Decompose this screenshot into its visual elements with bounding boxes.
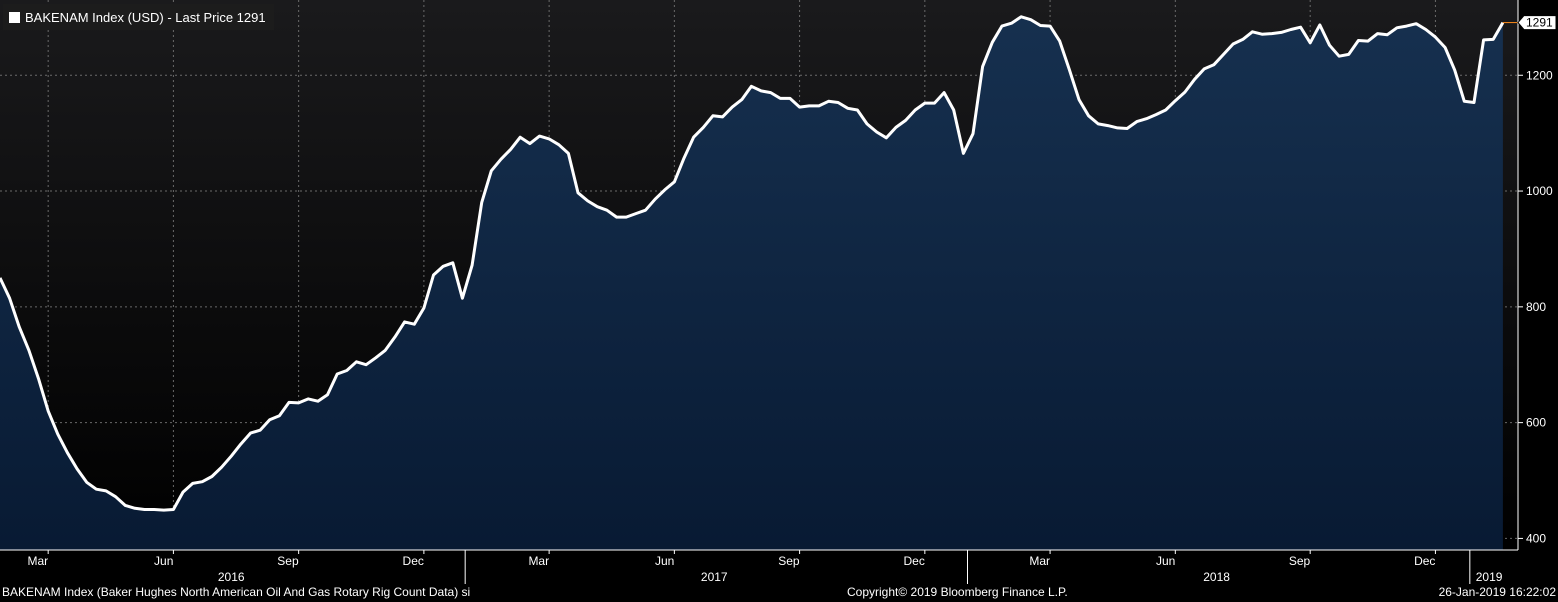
axes: 400 600 800 1000 1200 Mar Jun Sep Dec Mar Jun Sep De… bbox=[0, 0, 1553, 584]
y-tick-label: 400 bbox=[1526, 531, 1546, 545]
x-tick-label: Sep bbox=[277, 554, 299, 568]
x-tick-label: Jun bbox=[154, 554, 173, 568]
legend-label: BAKENAM Index (USD) - Last Price 1291 bbox=[25, 9, 266, 25]
x-tick-label: Sep bbox=[778, 554, 800, 568]
footer-copyright: Copyright© 2019 Bloomberg Finance L.P. bbox=[847, 585, 1068, 599]
year-label: 2017 bbox=[701, 570, 728, 584]
series-area bbox=[0, 16, 1503, 551]
last-price-label: 1291 bbox=[1526, 16, 1553, 30]
year-label: 2019 bbox=[1476, 570, 1503, 584]
y-tick-label: 800 bbox=[1526, 300, 1546, 314]
x-tick-label: Mar bbox=[528, 554, 549, 568]
last-price-marker: 1291 bbox=[1502, 15, 1557, 31]
year-label: 2016 bbox=[218, 570, 245, 584]
y-tick-label: 1000 bbox=[1526, 184, 1553, 198]
legend-swatch bbox=[9, 11, 20, 23]
last-price-box bbox=[1517, 15, 1557, 31]
x-tick-label: Mar bbox=[1029, 554, 1050, 568]
x-tick-label: Jun bbox=[655, 554, 674, 568]
x-tick-label: Dec bbox=[1414, 554, 1435, 568]
legend: BAKENAM Index (USD) - Last Price 1291 bbox=[3, 4, 274, 30]
footer-description: BAKENAM Index (Baker Hughes North Americ… bbox=[2, 585, 471, 599]
x-tick-label: Jun bbox=[1156, 554, 1175, 568]
x-tick-label: Dec bbox=[903, 554, 924, 568]
footer-timestamp: 26-Jan-2019 16:22:02 bbox=[1438, 585, 1556, 599]
y-tick-label: 600 bbox=[1526, 416, 1546, 430]
series-line bbox=[0, 15, 1505, 512]
y-tick-label: 1200 bbox=[1526, 68, 1553, 82]
x-tick-label: Mar bbox=[27, 554, 48, 568]
year-label: 2018 bbox=[1203, 570, 1230, 584]
x-tick-label: Sep bbox=[1289, 554, 1311, 568]
x-tick-label: Dec bbox=[403, 554, 424, 568]
